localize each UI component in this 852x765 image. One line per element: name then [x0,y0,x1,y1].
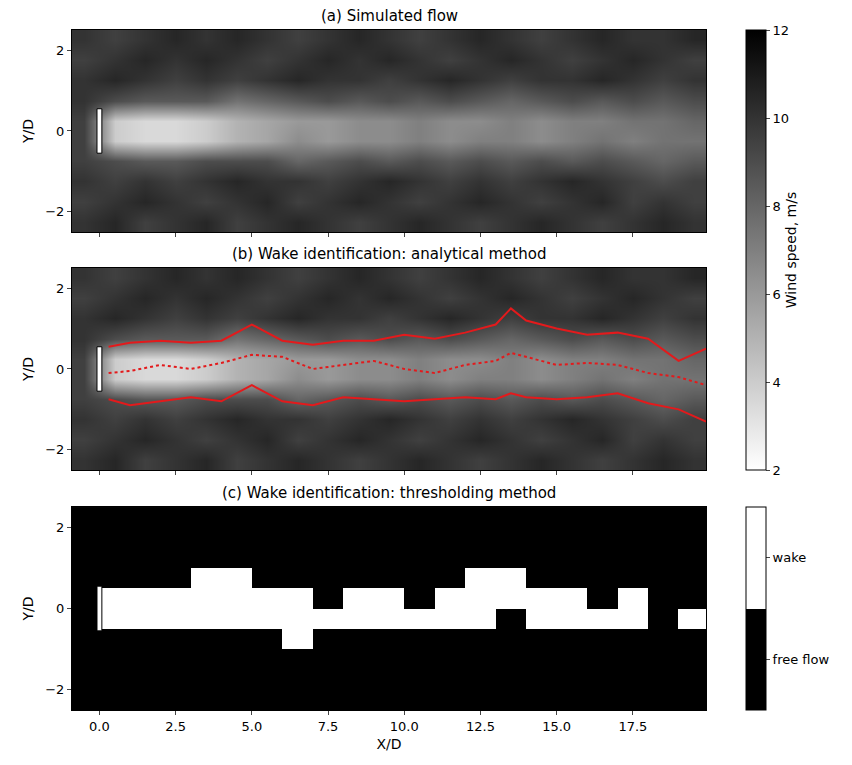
svg-text:12: 12 [773,23,790,38]
svg-text:8: 8 [773,199,781,214]
svg-text:0: 0 [56,362,64,377]
svg-text:2: 2 [773,463,781,478]
svg-text:10.0: 10.0 [390,719,419,734]
svg-text:−2: −2 [45,204,64,219]
svg-text:−2: −2 [45,682,64,697]
svg-text:2: 2 [56,281,64,296]
svg-text:(a) Simulated flow: (a) Simulated flow [321,7,458,25]
svg-text:Wind speed, m/s: Wind speed, m/s [783,192,799,308]
svg-text:free flow: free flow [773,652,830,667]
svg-text:15.0: 15.0 [542,719,571,734]
svg-text:Y/D: Y/D [20,119,36,144]
svg-text:7.5: 7.5 [318,719,339,734]
svg-text:Y/D: Y/D [20,357,36,382]
svg-text:6: 6 [773,287,781,302]
svg-text:(b) Wake identification: analy: (b) Wake identification: analytical meth… [232,245,546,263]
svg-text:12.5: 12.5 [466,719,495,734]
svg-text:17.5: 17.5 [618,719,647,734]
svg-text:0.0: 0.0 [89,719,110,734]
svg-text:Y/D: Y/D [20,596,36,621]
svg-text:wake: wake [773,550,807,565]
svg-text:2: 2 [56,520,64,535]
svg-text:4: 4 [773,375,781,390]
svg-text:2: 2 [56,43,64,58]
svg-text:X/D: X/D [376,736,401,752]
svg-text:−2: −2 [45,442,64,457]
svg-text:10: 10 [773,111,790,126]
svg-text:0: 0 [56,124,64,139]
svg-text:2.5: 2.5 [165,719,186,734]
svg-text:(c) Wake identification: thres: (c) Wake identification: thresholding me… [222,484,556,502]
svg-text:5.0: 5.0 [241,719,262,734]
svg-text:0: 0 [56,601,64,616]
